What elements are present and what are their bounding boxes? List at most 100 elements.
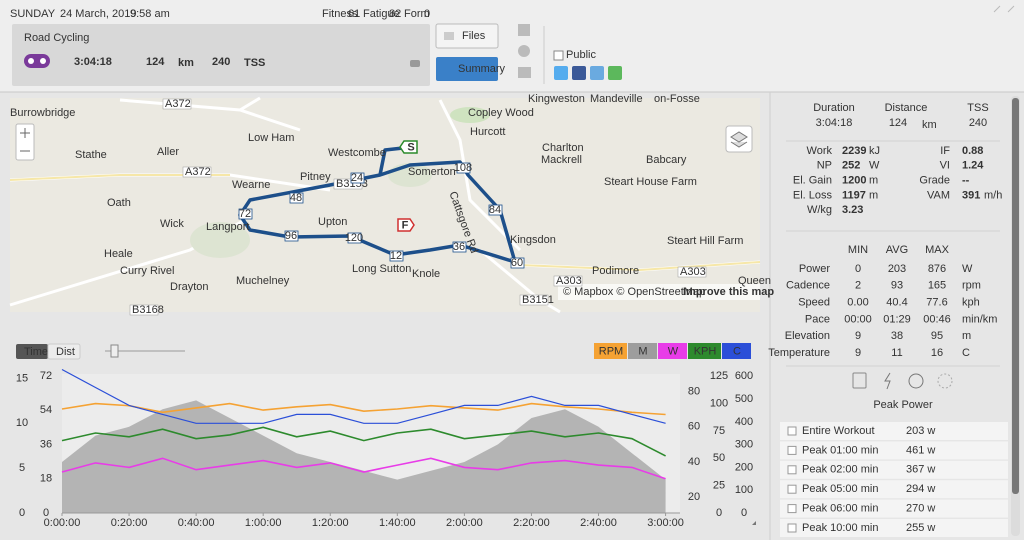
- legend-label[interactable]: W: [668, 345, 679, 357]
- zones-icon[interactable]: [937, 373, 953, 389]
- summary-label: Distance: [885, 102, 928, 114]
- bike-icon: [40, 58, 46, 64]
- peak-checkbox[interactable]: [787, 504, 797, 514]
- table-unit: kph: [962, 297, 980, 309]
- files-label[interactable]: Files: [462, 30, 486, 42]
- map-place: Upton: [318, 216, 347, 228]
- legend-button[interactable]: [658, 343, 687, 359]
- route-marker: [389, 250, 404, 262]
- road-shield: [162, 98, 192, 110]
- dist-toggle[interactable]: [47, 343, 81, 360]
- summary-button[interactable]: [436, 57, 498, 81]
- road-shield: [182, 166, 212, 178]
- road-label: A372: [165, 98, 191, 110]
- slider-handle[interactable]: [110, 344, 119, 358]
- map-place: Mandeville: [590, 93, 643, 105]
- public-label[interactable]: Public: [566, 49, 596, 61]
- comment-icon[interactable]: [410, 60, 420, 67]
- y-tick-label: 100: [710, 397, 728, 409]
- stat-value: 1.24: [962, 160, 984, 172]
- analysis-icon[interactable]: [518, 24, 530, 36]
- line-series: [61, 402, 666, 416]
- stat-value: 252: [842, 160, 860, 172]
- stat-value: 1200: [842, 175, 866, 187]
- map-place: Drayton: [170, 281, 209, 293]
- table-cell: 203: [888, 263, 906, 275]
- link-share[interactable]: [590, 66, 604, 80]
- date: 24 March, 2019: [60, 8, 136, 20]
- route-marker: [510, 257, 525, 269]
- peak-label: Peak 10:00 min: [802, 522, 878, 534]
- resize-handle[interactable]: [752, 521, 756, 525]
- peak-checkbox[interactable]: [787, 465, 797, 475]
- fitness-value: 61: [348, 8, 360, 20]
- scrollbar-thumb[interactable]: [1012, 98, 1019, 494]
- improve-map[interactable]: Improve this map: [683, 286, 774, 298]
- peak-row[interactable]: [780, 519, 1008, 537]
- fatigue-value: 82: [389, 8, 401, 20]
- peak-row[interactable]: [780, 441, 1008, 460]
- table-row-label: Elevation: [785, 330, 830, 342]
- peak-checkbox[interactable]: [787, 426, 797, 436]
- peak-label: Peak 02:00 min: [802, 464, 878, 476]
- time-icon[interactable]: [908, 373, 924, 389]
- table-row-label: Pace: [805, 313, 830, 325]
- road-shield: [129, 304, 159, 316]
- peak-row[interactable]: [780, 422, 1008, 440]
- legend-button[interactable]: [594, 343, 627, 359]
- y-tick-label: 0: [716, 507, 722, 519]
- map-place: Wick: [160, 218, 184, 230]
- files-button[interactable]: [435, 23, 499, 49]
- finish-marker: [397, 218, 415, 232]
- peak-checkbox[interactable]: [787, 445, 797, 455]
- table-cell: 01:29: [883, 313, 911, 325]
- legend-button[interactable]: [688, 343, 721, 359]
- legend-label[interactable]: RPM: [599, 345, 623, 357]
- peak-checkbox[interactable]: [787, 523, 797, 533]
- map[interactable]: [10, 98, 760, 312]
- peak-row[interactable]: [780, 499, 1008, 518]
- y-tick-label: 20: [688, 491, 700, 503]
- expand-icon[interactable]: [993, 5, 1015, 13]
- legend-label[interactable]: C: [733, 345, 741, 357]
- summary-label: TSS: [967, 102, 988, 114]
- dist-toggle-label[interactable]: Dist: [56, 346, 75, 358]
- legend-label[interactable]: M: [638, 345, 647, 357]
- map-attribution[interactable]: © Mapbox © OpenStreetMap: [563, 286, 705, 298]
- peak-checkbox[interactable]: [787, 484, 797, 494]
- peak-row[interactable]: [780, 480, 1008, 499]
- map-place: Oath: [107, 197, 131, 209]
- twitter-share[interactable]: [554, 66, 568, 80]
- comment-tab-icon[interactable]: [518, 45, 530, 57]
- fitness-label: Fitness: [322, 8, 358, 20]
- table-unit: C: [962, 347, 970, 359]
- public-checkbox[interactable]: [553, 50, 564, 61]
- summary-label[interactable]: Summary: [458, 63, 506, 75]
- x-tick-label: 0:20:00: [111, 517, 148, 529]
- stat-value: 391: [962, 189, 980, 201]
- chart-tab-icon[interactable]: [518, 67, 531, 78]
- facebook-share[interactable]: [572, 66, 586, 80]
- route-marker-label: 48: [290, 192, 302, 204]
- route-marker: [284, 230, 299, 242]
- peak-label: Peak 05:00 min: [802, 483, 878, 495]
- peak-value: 294 w: [906, 483, 935, 495]
- peak-row[interactable]: [780, 460, 1008, 479]
- table-cell: 38: [891, 330, 903, 342]
- road-label: A303: [680, 266, 706, 278]
- stat-label: El. Loss: [793, 189, 833, 201]
- stat-unit: m: [869, 189, 878, 201]
- legend-button[interactable]: [722, 343, 751, 359]
- email-share[interactable]: [608, 66, 622, 80]
- time-toggle-label[interactable]: Time: [24, 346, 48, 358]
- legend-label[interactable]: KPH: [694, 345, 717, 357]
- y-tick-label: 54: [40, 404, 52, 416]
- table-cell: 0: [855, 263, 861, 275]
- legend-button[interactable]: [628, 343, 657, 359]
- route-marker: [238, 208, 253, 220]
- table-cell: 95: [931, 330, 943, 342]
- table-cell: 93: [891, 280, 903, 292]
- power-icon[interactable]: [884, 372, 891, 390]
- laps-icon[interactable]: [852, 372, 867, 389]
- time-toggle[interactable]: [16, 344, 48, 359]
